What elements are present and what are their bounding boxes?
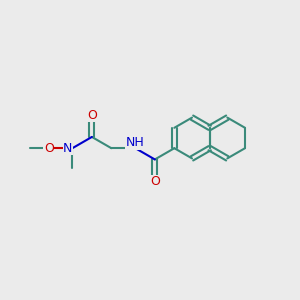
Text: O: O [87, 109, 97, 122]
Text: O: O [150, 176, 160, 188]
Text: NH: NH [126, 136, 145, 149]
Text: O: O [44, 142, 54, 155]
Text: N: N [63, 142, 73, 155]
